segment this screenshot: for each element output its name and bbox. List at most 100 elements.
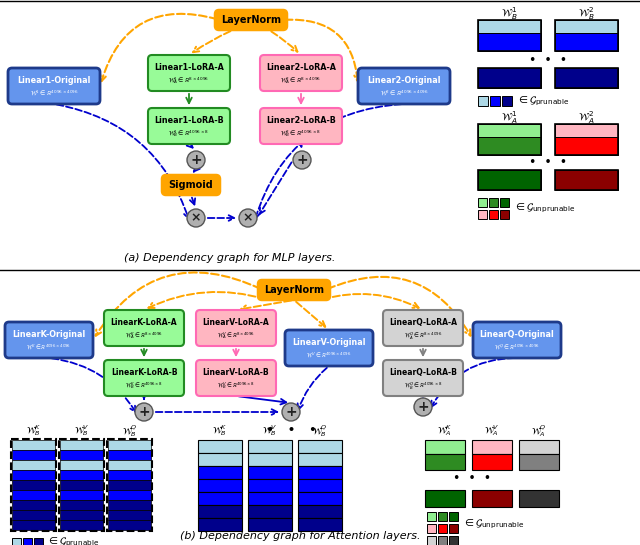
Text: •  •  •: • • • xyxy=(529,156,567,169)
Bar xyxy=(11,439,56,531)
Bar xyxy=(427,524,436,533)
Bar xyxy=(60,460,103,470)
Text: Linear2-LoRA-B: Linear2-LoRA-B xyxy=(266,117,336,125)
Bar xyxy=(12,500,55,510)
Bar xyxy=(248,505,292,518)
Bar xyxy=(478,137,541,155)
Text: $\mathcal{W}^K\in\mathbb{R}^{4096\times4096}$: $\mathcal{W}^K\in\mathbb{R}^{4096\times4… xyxy=(26,343,72,353)
FancyBboxPatch shape xyxy=(104,360,184,396)
Text: $\mathcal{W}^V_B\in\mathbb{R}^{4096\times8}$: $\mathcal{W}^V_B\in\mathbb{R}^{4096\time… xyxy=(217,380,255,391)
Bar xyxy=(60,490,103,500)
Bar xyxy=(248,466,292,479)
Bar xyxy=(108,440,151,450)
Bar xyxy=(108,480,151,490)
Text: (b) Dependency graph for Attention layers.: (b) Dependency graph for Attention layer… xyxy=(180,531,420,541)
Bar xyxy=(449,536,458,545)
Bar xyxy=(248,518,292,531)
Bar xyxy=(555,20,618,51)
Bar xyxy=(108,470,151,480)
Bar xyxy=(478,170,541,190)
Text: $\mathcal{W}^Q_A\in\mathbb{R}^{8\times4096}$: $\mathcal{W}^Q_A\in\mathbb{R}^{8\times40… xyxy=(404,330,442,342)
Bar xyxy=(60,470,103,480)
Bar xyxy=(298,453,342,466)
Bar xyxy=(425,454,465,470)
Bar xyxy=(519,454,559,470)
Bar xyxy=(248,453,292,466)
Circle shape xyxy=(293,151,311,169)
Bar xyxy=(60,440,103,450)
Bar xyxy=(472,490,512,507)
Bar xyxy=(438,512,447,521)
Text: $\in\mathcal{G}_{\rm prunable}$: $\in\mathcal{G}_{\rm prunable}$ xyxy=(516,94,569,108)
Bar xyxy=(198,518,242,531)
Text: $\mathcal{W}^2\in\mathbb{R}^{4096\times4096}$: $\mathcal{W}^2\in\mathbb{R}^{4096\times4… xyxy=(380,89,428,99)
Text: $\in\mathcal{G}_{\rm unprunable}$: $\in\mathcal{G}_{\rm unprunable}$ xyxy=(513,202,575,215)
Text: $\mathcal{W}_B^K$: $\mathcal{W}_B^K$ xyxy=(26,423,41,439)
Text: ×: × xyxy=(191,211,201,225)
Bar xyxy=(248,492,292,505)
Text: $\mathcal{W}_A^K$: $\mathcal{W}_A^K$ xyxy=(437,423,452,439)
Bar xyxy=(502,96,512,106)
Text: LinearQ-LoRA-B: LinearQ-LoRA-B xyxy=(389,368,457,378)
Text: LinearQ-LoRA-A: LinearQ-LoRA-A xyxy=(389,318,457,328)
Bar xyxy=(478,124,541,137)
Text: LayerNorm: LayerNorm xyxy=(264,285,324,295)
Bar xyxy=(478,33,541,51)
Bar xyxy=(12,490,55,500)
FancyBboxPatch shape xyxy=(383,360,463,396)
Bar xyxy=(555,33,618,51)
Circle shape xyxy=(414,398,432,416)
Bar xyxy=(478,124,541,155)
Bar xyxy=(555,68,618,88)
Bar xyxy=(198,492,242,505)
Circle shape xyxy=(135,403,153,421)
Text: $\mathcal{W}^K_B\in\mathbb{R}^{4096\times8}$: $\mathcal{W}^K_B\in\mathbb{R}^{4096\time… xyxy=(125,380,163,391)
FancyBboxPatch shape xyxy=(148,108,230,144)
Bar xyxy=(23,538,32,545)
Bar xyxy=(298,505,342,518)
Bar xyxy=(108,510,151,520)
Bar xyxy=(555,124,618,137)
Text: +: + xyxy=(138,405,150,419)
Bar xyxy=(427,536,436,545)
Text: Linear2-LoRA-A: Linear2-LoRA-A xyxy=(266,63,336,72)
Circle shape xyxy=(187,209,205,227)
Bar xyxy=(478,198,487,207)
FancyBboxPatch shape xyxy=(215,10,287,30)
Bar xyxy=(108,490,151,500)
Text: +: + xyxy=(285,405,297,419)
Bar xyxy=(478,96,488,106)
Bar xyxy=(12,510,55,520)
Text: $\in\mathcal{G}_{\rm prunable}$: $\in\mathcal{G}_{\rm prunable}$ xyxy=(46,536,99,545)
Bar xyxy=(60,500,103,510)
Text: +: + xyxy=(296,153,308,167)
Text: $\mathcal{W}^V_A\in\mathbb{R}^{8\times4096}$: $\mathcal{W}^V_A\in\mathbb{R}^{8\times40… xyxy=(217,331,255,341)
Bar xyxy=(298,518,342,531)
Circle shape xyxy=(282,403,300,421)
Bar xyxy=(519,440,559,454)
FancyBboxPatch shape xyxy=(260,55,342,91)
Text: Sigmoid: Sigmoid xyxy=(168,180,213,190)
Text: Linear1-LoRA-B: Linear1-LoRA-B xyxy=(154,117,224,125)
Bar xyxy=(12,470,55,480)
Bar xyxy=(12,480,55,490)
Bar xyxy=(472,440,512,454)
Bar xyxy=(519,490,559,507)
Bar xyxy=(478,20,541,51)
FancyBboxPatch shape xyxy=(196,360,276,396)
Text: $\mathcal{W}_A^1$: $\mathcal{W}_A^1$ xyxy=(501,110,518,126)
Bar xyxy=(425,490,465,507)
Bar xyxy=(489,198,498,207)
Bar xyxy=(449,512,458,521)
Bar xyxy=(555,137,618,155)
Text: $\mathcal{W}_B^K$: $\mathcal{W}_B^K$ xyxy=(212,423,228,439)
Bar xyxy=(555,68,618,88)
Circle shape xyxy=(239,209,257,227)
Bar xyxy=(12,460,55,470)
Text: $\mathcal{W}_B^Q$: $\mathcal{W}_B^Q$ xyxy=(122,423,137,439)
Text: $\mathcal{W}_A^2$: $\mathcal{W}_A^2$ xyxy=(579,110,595,126)
Bar xyxy=(12,538,21,545)
Bar xyxy=(555,124,618,155)
FancyBboxPatch shape xyxy=(473,322,561,358)
Bar xyxy=(198,466,242,479)
